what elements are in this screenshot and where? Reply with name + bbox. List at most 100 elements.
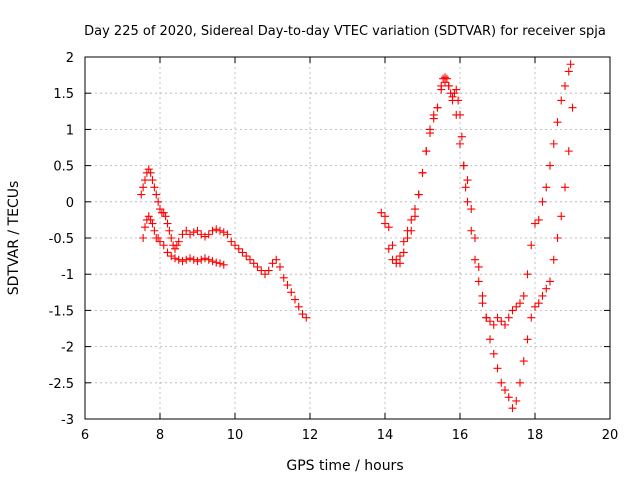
data-point: [444, 81, 453, 90]
data-point: [146, 168, 155, 177]
data-point: [561, 81, 569, 90]
x-tick-label: 14: [377, 428, 394, 443]
data-point: [414, 190, 423, 199]
data-point: [182, 226, 191, 235]
data-point: [433, 103, 442, 112]
data-point: [426, 129, 434, 138]
data-point: [549, 139, 558, 148]
data-point: [489, 320, 498, 329]
data-point: [384, 223, 393, 232]
data-point: [527, 241, 536, 250]
data-point: [201, 254, 209, 263]
data-point: [152, 190, 161, 199]
data-point: [144, 212, 153, 221]
data-point: [193, 226, 202, 235]
data-point: [144, 165, 153, 174]
data-point: [471, 234, 479, 242]
data-point: [553, 234, 562, 242]
data-point: [418, 168, 427, 177]
y-tick-label: 0: [66, 196, 74, 211]
data-point: [249, 259, 258, 268]
data-point: [165, 226, 174, 235]
data-point: [568, 103, 577, 112]
data-point: [512, 396, 521, 405]
data-point: [227, 237, 236, 246]
data-point: [377, 208, 386, 217]
data-point: [212, 225, 221, 234]
x-tick-label: 18: [527, 428, 544, 443]
data-point: [523, 270, 532, 279]
data-point: [174, 237, 183, 246]
data-point: [141, 223, 149, 232]
data-point: [276, 262, 284, 271]
data-point: [219, 228, 228, 237]
series-morning-branch-lower: [139, 212, 228, 269]
y-tick-label: -2: [61, 341, 74, 356]
data-point: [182, 255, 191, 264]
data-point: [148, 176, 157, 185]
data-point: [527, 313, 536, 322]
data-point: [493, 364, 502, 373]
data-point: [163, 248, 172, 257]
data-point: [411, 212, 419, 221]
data-point: [478, 291, 487, 300]
data-point: [141, 176, 149, 185]
data-point: [193, 257, 202, 266]
data-point: [381, 219, 389, 228]
data-point: [467, 205, 476, 214]
data-point: [208, 226, 217, 235]
data-point: [283, 281, 292, 290]
data-point: [442, 74, 451, 83]
data-point: [139, 234, 148, 242]
data-point: [298, 310, 307, 319]
data-point: [159, 208, 168, 217]
data-point: [178, 257, 187, 266]
data-point: [508, 306, 517, 315]
data-point: [457, 132, 466, 141]
data-point: [519, 291, 528, 300]
data-point: [566, 60, 575, 69]
data-point: [294, 302, 303, 311]
data-point: [388, 241, 397, 250]
data-point: [156, 205, 164, 214]
data-point: [246, 255, 254, 264]
data-point: [154, 234, 163, 242]
x-tick-label: 20: [602, 428, 619, 443]
axis-ticks: [84, 56, 611, 420]
data-point: [508, 404, 517, 413]
data-point: [189, 228, 198, 237]
data-point: [242, 252, 251, 261]
data-point: [392, 259, 401, 268]
y-tick-label: -0.5: [49, 232, 74, 247]
data-point: [486, 335, 494, 344]
data-point: [474, 262, 483, 271]
data-point: [261, 270, 269, 279]
data-point: [186, 254, 194, 263]
data-point: [534, 215, 543, 224]
y-tick-label: -1: [61, 268, 74, 283]
data-point: [257, 266, 266, 275]
data-point: [163, 219, 172, 228]
data-point: [216, 259, 224, 268]
data-point: [150, 226, 159, 235]
data-point: [463, 176, 472, 185]
data-point: [471, 255, 479, 264]
data-point: [407, 215, 416, 224]
data-point: [519, 357, 528, 366]
data-point: [542, 183, 551, 192]
data-point: [388, 255, 397, 264]
data-point: [216, 226, 224, 235]
data-point: [167, 252, 176, 261]
y-tick-label: -2.5: [49, 377, 74, 392]
data-point: [531, 302, 539, 311]
data-point: [159, 241, 168, 250]
data-point: [381, 212, 389, 221]
y-tick-label: 2: [66, 51, 74, 66]
data-point: [411, 205, 419, 214]
data-point: [272, 255, 281, 264]
data-point: [501, 320, 509, 329]
data-point: [204, 230, 213, 239]
data-point: [279, 273, 288, 282]
data-point: [291, 295, 299, 304]
data-point: [148, 219, 157, 228]
